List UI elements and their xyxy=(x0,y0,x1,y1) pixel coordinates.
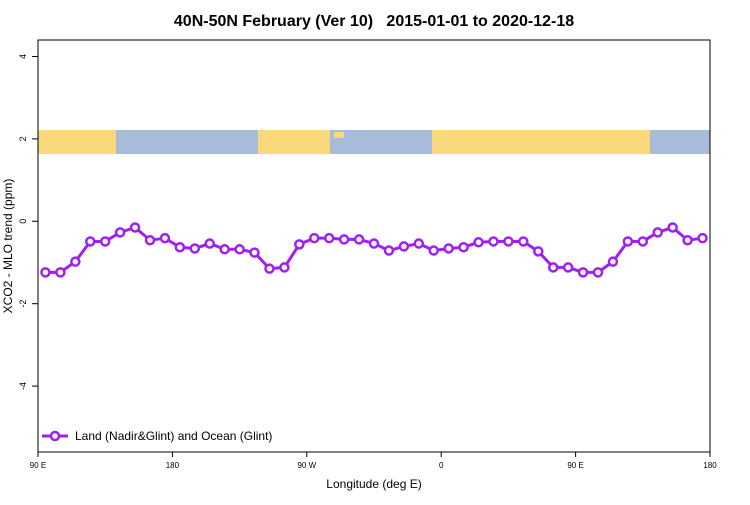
data-point xyxy=(323,232,335,244)
data-point xyxy=(428,245,439,256)
y-tick-label: 0 xyxy=(18,219,28,224)
x-tick-label: 90 E xyxy=(30,461,46,470)
data-point xyxy=(682,234,693,246)
data-point xyxy=(383,245,395,256)
data-point xyxy=(70,256,81,267)
data-point xyxy=(547,262,559,273)
data-point xyxy=(518,236,529,247)
data-point xyxy=(279,262,290,273)
x-tick-label: 180 xyxy=(166,461,180,470)
series-line xyxy=(45,225,703,274)
data-point xyxy=(652,227,663,238)
x-axis-label: Longitude (deg E) xyxy=(326,477,421,491)
data-point xyxy=(368,238,380,249)
y-tick-label: -2 xyxy=(18,300,28,308)
data-point xyxy=(40,267,51,278)
data-point xyxy=(473,237,484,248)
data-point xyxy=(189,243,201,254)
data-point xyxy=(294,239,305,250)
y-tick-label: -4 xyxy=(18,382,28,390)
data-point xyxy=(234,244,245,255)
data-point xyxy=(413,238,425,249)
data-point xyxy=(488,236,499,247)
data-point xyxy=(144,234,156,246)
data-point xyxy=(99,236,111,247)
data-point xyxy=(577,267,589,278)
chart-title: 40N-50N February (Ver 10) 2015-01-01 to … xyxy=(174,13,574,30)
data-point xyxy=(622,236,634,247)
data-point xyxy=(204,238,215,249)
y-tick-label: 2 xyxy=(18,136,28,141)
data-point xyxy=(159,232,171,244)
data-point xyxy=(667,222,678,233)
data-point xyxy=(264,263,275,274)
data-point xyxy=(503,236,514,247)
plot-frame xyxy=(37,39,711,453)
data-point xyxy=(85,236,96,247)
data-point xyxy=(338,234,350,245)
data-point xyxy=(637,236,649,247)
legend-label: Land (Nadir&Glint) and Ocean (Glint) xyxy=(75,429,272,443)
data-point xyxy=(443,243,454,254)
x-tick-label: 180 xyxy=(703,461,717,470)
data-point xyxy=(249,247,260,258)
data-point xyxy=(607,256,619,267)
data-point xyxy=(533,246,544,257)
x-tick-label: 90 E xyxy=(567,461,583,470)
data-point xyxy=(697,232,708,244)
data-point xyxy=(129,222,141,233)
x-tick-label: 0 xyxy=(439,461,444,470)
data-point xyxy=(55,267,66,278)
data-point xyxy=(353,234,365,245)
data-point xyxy=(458,241,469,253)
data-point xyxy=(309,232,320,244)
y-axis-label: XCO2 - MLO trend (ppm) xyxy=(1,179,15,314)
x-tick-label: 90 W xyxy=(297,461,316,470)
data-point xyxy=(219,244,230,255)
data-point xyxy=(398,241,410,252)
data-point xyxy=(174,241,186,253)
legend-marker xyxy=(49,430,61,442)
data-point xyxy=(562,262,574,273)
data-point xyxy=(114,227,126,238)
y-tick-label: 4 xyxy=(18,54,28,59)
map-strip xyxy=(38,130,710,154)
data-point xyxy=(592,267,604,278)
